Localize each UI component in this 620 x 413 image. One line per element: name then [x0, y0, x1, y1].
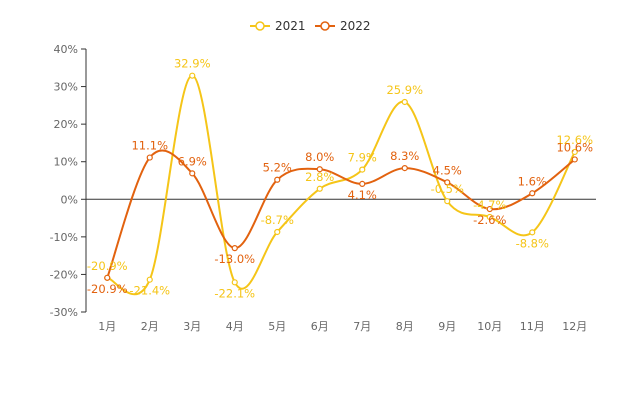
- data-label-2022: 10.6%: [556, 140, 593, 154]
- data-point-2022[interactable]: [274, 176, 281, 183]
- data-point-2021[interactable]: [529, 229, 536, 236]
- x-tick-label: 3月: [183, 320, 201, 333]
- data-point-2022[interactable]: [401, 165, 408, 172]
- data-label-2021: 32.9%: [174, 57, 211, 71]
- data-label-2022: -2.6%: [473, 213, 506, 227]
- data-label-2021: 12.6%: [556, 133, 593, 147]
- data-point-2021[interactable]: [231, 279, 238, 286]
- data-point-2021[interactable]: [444, 198, 451, 205]
- data-point-2021[interactable]: [486, 213, 493, 221]
- data-label-2021: -21.4%: [129, 284, 170, 298]
- y-tick-label: 10%: [54, 156, 78, 169]
- y-tick-label: 40%: [54, 43, 78, 56]
- data-label-2021: 7.9%: [348, 151, 377, 165]
- data-point-2022[interactable]: [529, 190, 536, 197]
- data-label-2022: -13.0%: [214, 252, 255, 266]
- legend-item-2022[interactable]: 2022: [315, 19, 371, 33]
- axes: 40% 30% 20% 10% 0% -10% -20% -30% 1月 2月 3月 4月 5月 6月 7月…: [50, 43, 596, 333]
- y-tick-label: -30%: [50, 306, 78, 319]
- data-label-2021: -20.9%: [87, 259, 128, 273]
- data-point-2022[interactable]: [231, 245, 238, 252]
- data-label-2021: 25.9%: [386, 83, 423, 97]
- x-tick-label: 4月: [226, 320, 244, 333]
- legend-marker-2022: [320, 21, 330, 31]
- y-tick-label: -10%: [50, 231, 78, 244]
- data-label-2022: 8.3%: [390, 149, 419, 163]
- data-point-2021[interactable]: [401, 98, 408, 106]
- data-label-2021: -8.8%: [516, 236, 549, 250]
- data-point-2022[interactable]: [444, 179, 451, 186]
- data-point-2021[interactable]: [571, 148, 578, 156]
- legend-item-2021[interactable]: 2021: [250, 19, 306, 33]
- legend-marker-2021: [255, 21, 265, 31]
- data-label-2022: 6.9%: [178, 154, 207, 168]
- data-label-2021: 2.8%: [305, 170, 334, 184]
- y-tick-label: 20%: [54, 118, 78, 131]
- x-tick-label: 9月: [438, 320, 456, 333]
- data-point-2022[interactable]: [104, 274, 111, 281]
- y-tick-label: 0%: [61, 193, 78, 206]
- data-point-2022[interactable]: [316, 166, 323, 173]
- data-point-2022[interactable]: [486, 205, 493, 213]
- data-point-2021[interactable]: [146, 276, 153, 283]
- data-label-2022: 5.2%: [263, 161, 292, 175]
- legend-label-2022: 2022: [340, 19, 371, 33]
- data-label-2022: 1.6%: [518, 174, 547, 188]
- data-label-2022: -20.9%: [87, 282, 128, 296]
- x-tick-label: 6月: [311, 320, 329, 333]
- data-label-2022: 11.1%: [131, 139, 168, 153]
- data-point-2021[interactable]: [274, 228, 281, 236]
- data-point-2021[interactable]: [316, 185, 323, 192]
- data-point-2022[interactable]: [189, 170, 196, 177]
- y-tick-label: 30%: [54, 81, 78, 94]
- x-tick-label: 2月: [141, 320, 159, 333]
- x-tick-label: 1月: [98, 320, 116, 333]
- x-tick-label: 7月: [353, 320, 371, 333]
- data-label-2021: -22.1%: [214, 286, 255, 300]
- data-label-2021: -4.7%: [473, 198, 506, 212]
- series-points: [104, 72, 578, 286]
- data-label-2021: -0.5%: [431, 182, 464, 196]
- data-point-2021[interactable]: [359, 166, 366, 173]
- data-label-2021: -8.7%: [261, 213, 294, 227]
- legend: 2021 2022: [250, 19, 371, 33]
- legend-label-2021: 2021: [275, 19, 306, 33]
- data-label-2022: 4.1%: [348, 188, 377, 202]
- x-tick-label: 8月: [396, 320, 414, 333]
- data-label-2022: 8.0%: [305, 150, 334, 164]
- x-tick-label: 10月: [477, 320, 502, 333]
- x-tick-label: 5月: [268, 320, 286, 333]
- data-point-2022[interactable]: [359, 180, 366, 187]
- data-label-2022: 4.5%: [433, 163, 462, 177]
- x-tick-label: 12月: [562, 320, 587, 333]
- y-tick-label: -20%: [50, 268, 78, 281]
- data-point-2021[interactable]: [189, 72, 196, 79]
- series-line-2021: [106, 74, 576, 296]
- data-point-2022[interactable]: [571, 156, 578, 163]
- data-point-2022[interactable]: [146, 154, 153, 161]
- x-tick-label: 11月: [520, 320, 545, 333]
- data-labels: -20.9%-21.4% 32.9% -22.1% -8.7% 2.8% 7.9% 25.9…: [87, 57, 593, 301]
- series-lines: [106, 74, 576, 296]
